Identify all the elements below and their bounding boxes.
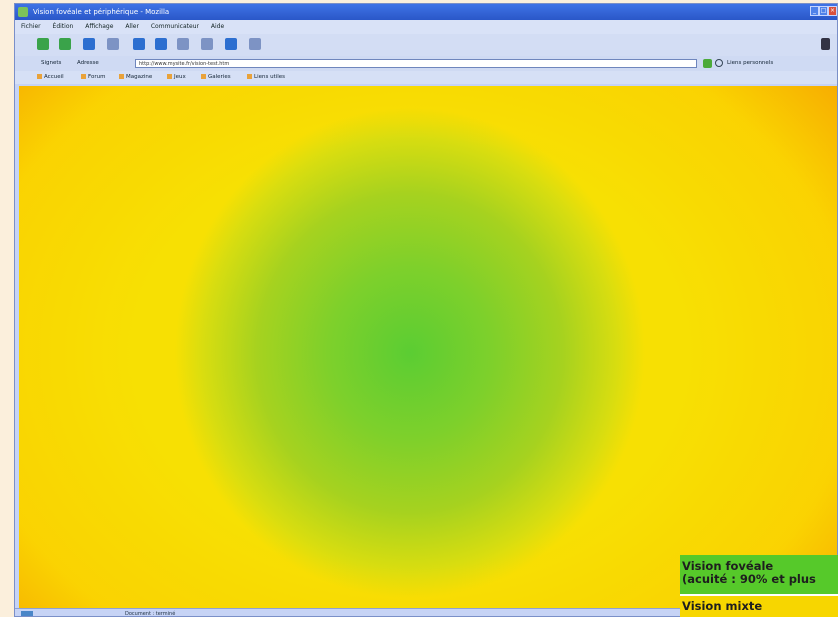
netscape-icon[interactable]	[155, 38, 167, 50]
title-bar: Vision fovéale et périphérique - Mozilla…	[15, 4, 837, 20]
legend-foveal-acuity: (acuité : 90% et plus	[682, 572, 816, 586]
security-lock-icon	[21, 611, 33, 616]
search-toolbar-icon[interactable]	[133, 38, 145, 50]
bookmark-link[interactable]: Accueil	[37, 71, 64, 84]
back-icon[interactable]	[37, 38, 49, 50]
bookmark-link[interactable]: Forum	[81, 71, 105, 84]
menu-communicator[interactable]: Communicateur	[150, 23, 199, 30]
home-icon[interactable]	[107, 38, 119, 50]
browser-window: Vision fovéale et périphérique - Mozilla…	[14, 3, 838, 617]
bookmark-link[interactable]: Galeries	[201, 71, 231, 84]
address-bar: Signets Adresse Liens personnels	[15, 56, 837, 71]
search-icon[interactable]	[715, 59, 723, 67]
menu-view[interactable]: Affichage	[85, 23, 114, 30]
personal-toolbar: Accueil Forum Magazine Jeux Galeries Lie…	[15, 71, 837, 84]
maximize-icon[interactable]: □	[819, 6, 828, 16]
navigation-toolbar	[15, 34, 837, 56]
menu-help[interactable]: Aide	[210, 23, 225, 30]
page-viewport	[19, 86, 837, 608]
bookmark-link[interactable]: Liens utiles	[247, 71, 285, 84]
bookmark-link[interactable]: Magazine	[119, 71, 152, 84]
browser-app-icon	[18, 7, 28, 17]
throbber-icon	[821, 38, 830, 50]
legend-foveal-vision: Vision fovéale (acuité : 90% et plus	[680, 555, 838, 594]
menu-file[interactable]: Fichier	[21, 23, 41, 30]
menu-edit[interactable]: Édition	[52, 23, 74, 30]
legend-divider	[680, 594, 838, 596]
legend-mixed-vision: Vision mixte	[680, 596, 838, 617]
vision-legend: Vision fovéale (acuité : 90% et plus Vis…	[680, 555, 838, 617]
close-icon[interactable]: ×	[828, 6, 837, 16]
address-label: Adresse	[77, 60, 99, 66]
minimize-icon[interactable]: _	[810, 6, 819, 16]
status-text: Document : terminé	[125, 611, 176, 617]
status-bar: Document : terminé	[15, 608, 837, 617]
stop-icon[interactable]	[249, 38, 261, 50]
forward-icon[interactable]	[59, 38, 71, 50]
visual-field-gradient	[19, 86, 837, 608]
url-input[interactable]	[135, 59, 697, 68]
bookmark-link[interactable]: Jeux	[167, 71, 186, 84]
window-title: Vision fovéale et périphérique - Mozilla	[33, 8, 170, 16]
legend-foveal-title: Vision fovéale	[682, 559, 774, 573]
print-icon[interactable]	[177, 38, 189, 50]
security-icon[interactable]	[201, 38, 213, 50]
menu-bar: Fichier Édition Affichage Aller Communic…	[15, 20, 837, 34]
reload-icon[interactable]	[83, 38, 95, 50]
personal-links-label[interactable]: Liens personnels	[727, 60, 774, 66]
menu-go[interactable]: Aller	[125, 23, 139, 30]
shop-icon[interactable]	[225, 38, 237, 50]
bookmarks-button[interactable]: Signets	[41, 60, 62, 66]
go-icon[interactable]	[703, 59, 712, 68]
